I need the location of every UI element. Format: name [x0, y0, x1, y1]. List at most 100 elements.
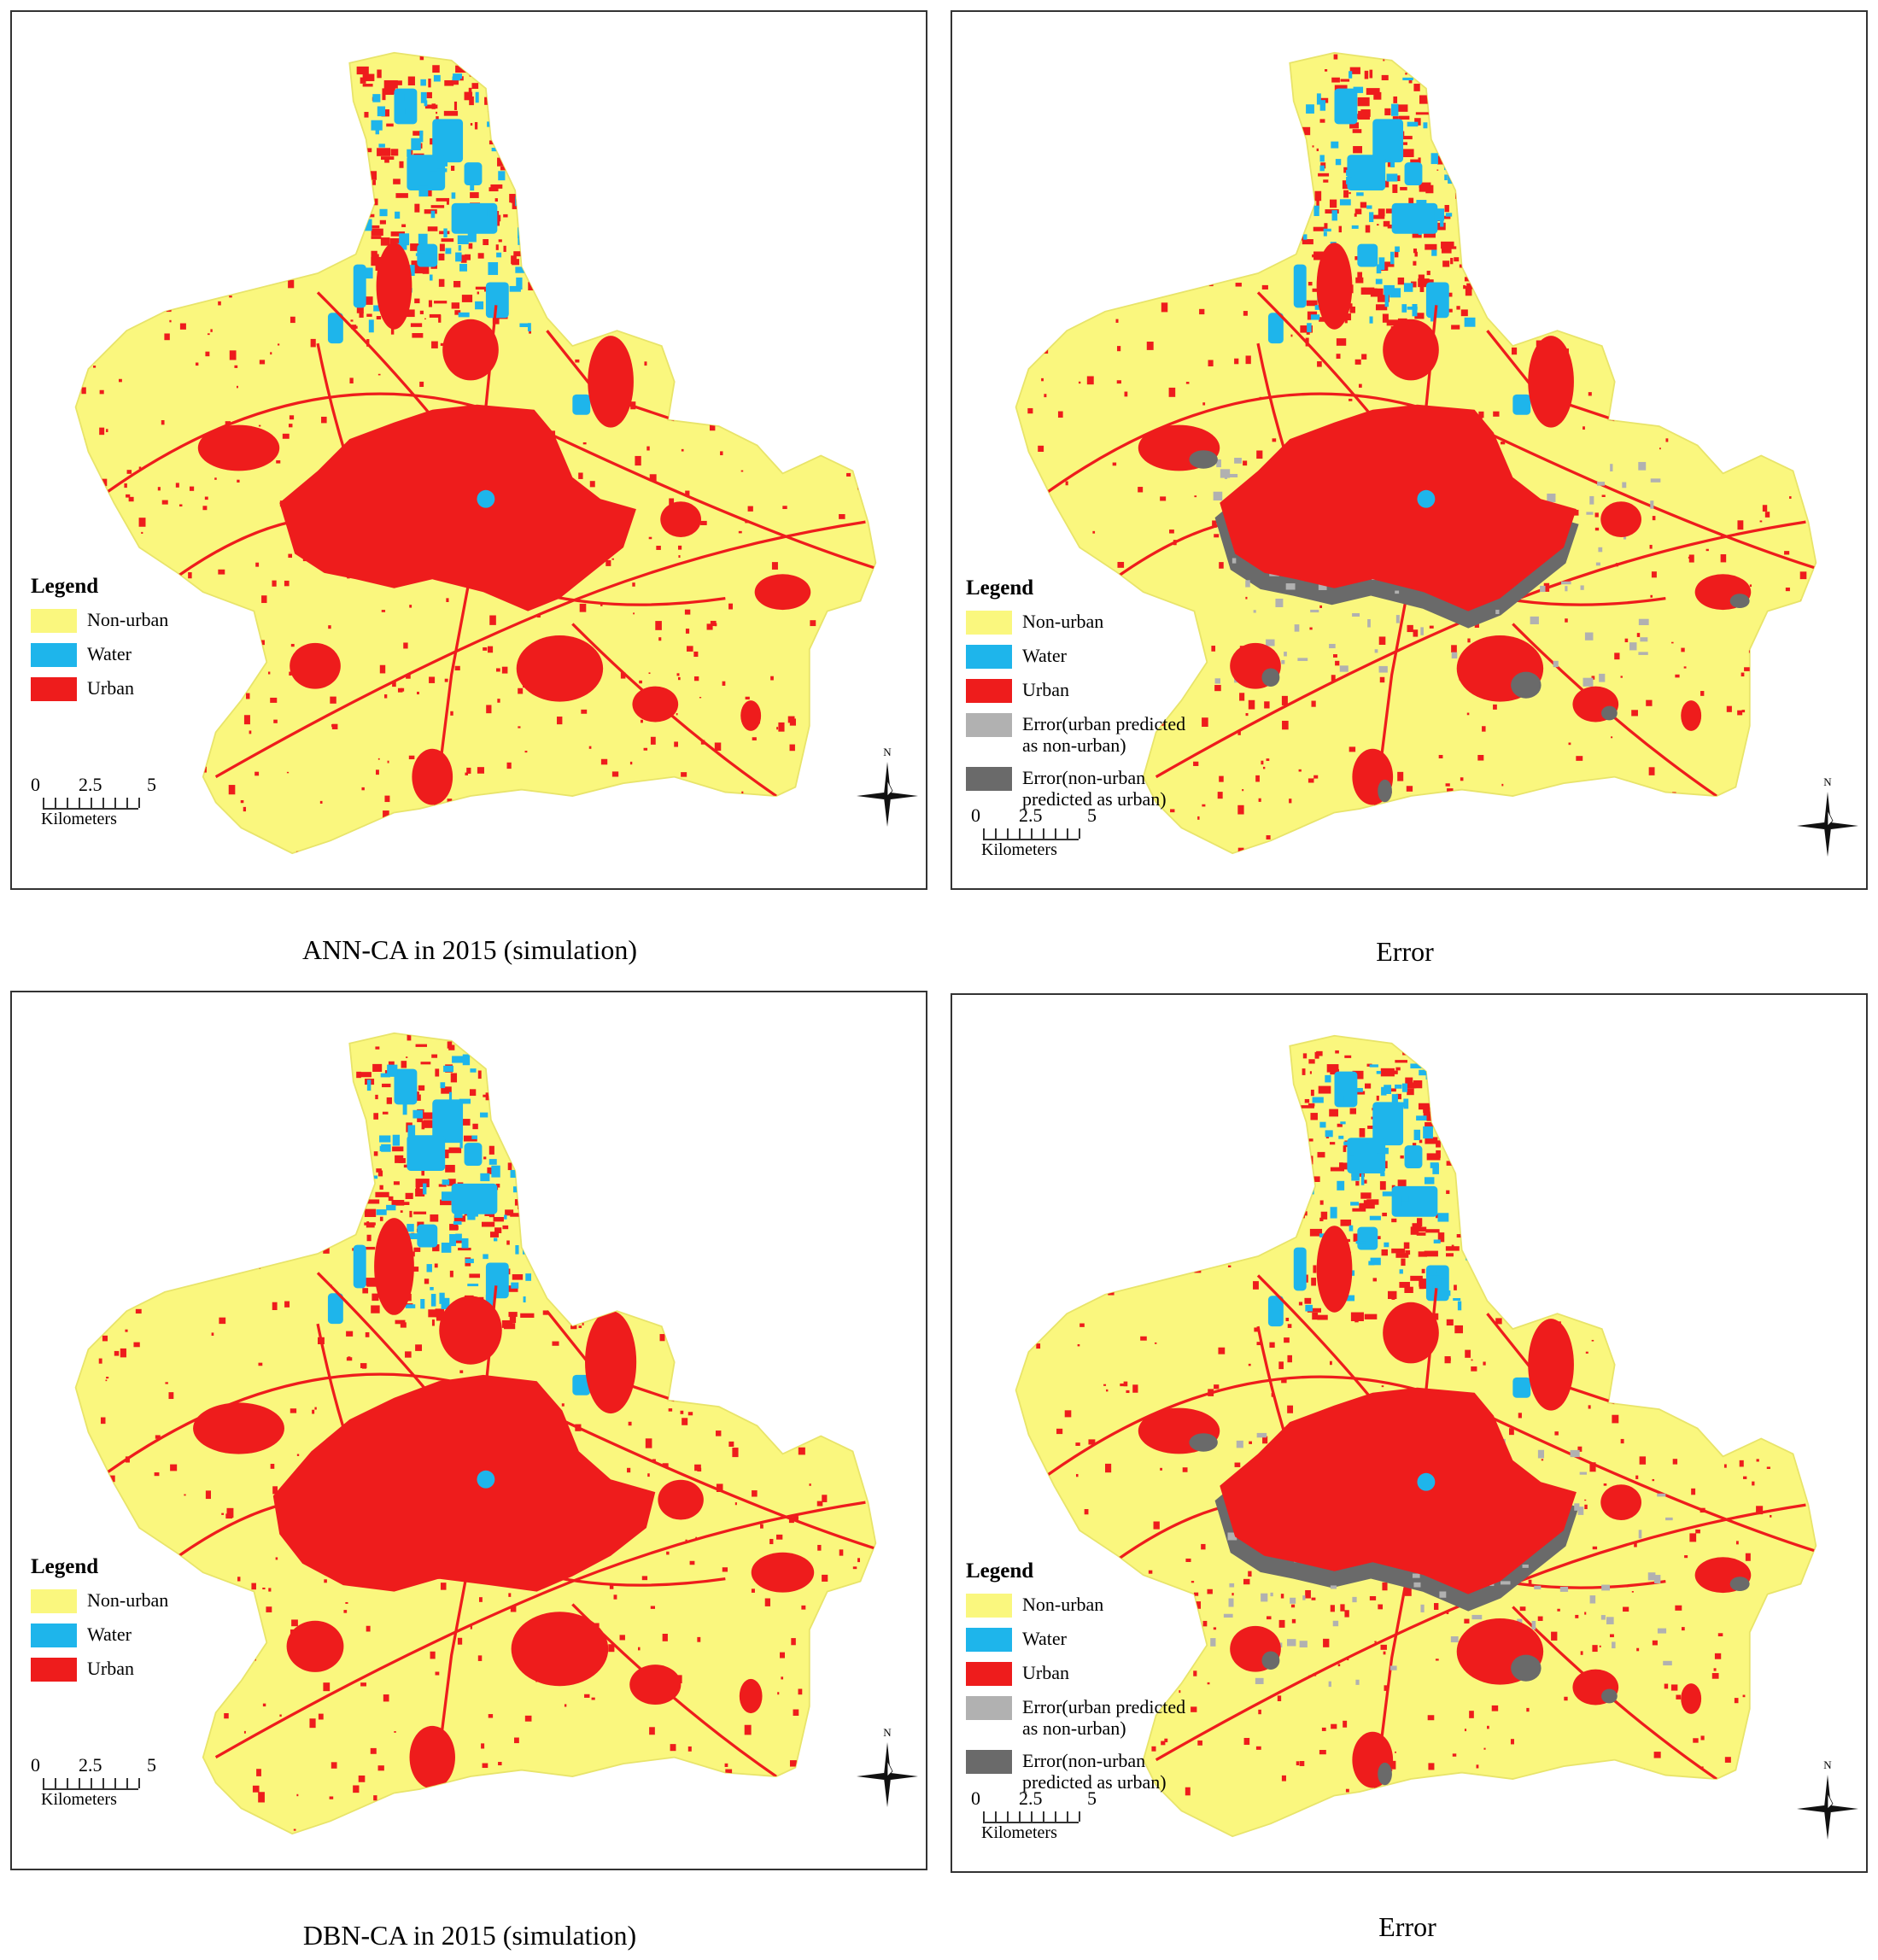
urban-patch [1483, 1747, 1486, 1750]
error-urban-as-nonurban [1629, 642, 1637, 651]
urban-patch [202, 1103, 209, 1109]
urban-patch [438, 278, 445, 287]
error-urban-as-nonurban [1577, 1507, 1584, 1515]
urban-patch [570, 1325, 577, 1330]
water-body [1399, 1269, 1403, 1274]
urban-patch [1547, 1278, 1549, 1281]
urban-patch [1248, 1363, 1251, 1366]
urban-patch [1691, 1488, 1696, 1495]
water-body [420, 79, 426, 86]
urban-patch [321, 416, 327, 424]
urban-patch [872, 442, 875, 448]
north-arrow-icon: N [857, 746, 918, 827]
urban-patch [529, 276, 538, 284]
urban-patch [109, 1475, 115, 1483]
urban-patch [1281, 1378, 1287, 1384]
water-body [500, 1104, 507, 1111]
scale-tick-label: 2.5 [1019, 804, 1043, 826]
urban-patch [331, 723, 338, 729]
urban-patch [1758, 699, 1764, 708]
urban-patch [1472, 1134, 1477, 1140]
urban-patch [565, 77, 567, 79]
urban-patch [384, 694, 388, 699]
urban-patch [1689, 1533, 1697, 1542]
urban-patch [366, 1625, 371, 1632]
urban-patch [1249, 1441, 1252, 1444]
error-urban-as-nonurban [1287, 1639, 1296, 1647]
urban-patch [796, 348, 800, 353]
urban-patch [1425, 844, 1431, 850]
urban-patch [1413, 260, 1417, 266]
water-body [1349, 71, 1353, 79]
error-urban-as-nonurban [1612, 1641, 1616, 1649]
urban-patch [1404, 1286, 1413, 1294]
urban-patch [1446, 1161, 1454, 1166]
urban-patch [366, 1234, 372, 1242]
urban-patch [412, 333, 424, 338]
water-body [1346, 1295, 1355, 1302]
urban-patch [1248, 1571, 1252, 1577]
urban-patch [141, 531, 143, 534]
urban-patch [523, 1136, 527, 1141]
water-body [1434, 208, 1445, 221]
urban-patch [879, 396, 882, 400]
urban-patch [1472, 111, 1477, 117]
urban-patch [424, 834, 431, 840]
urban-patch [1363, 1179, 1367, 1184]
urban-patch [423, 1120, 434, 1128]
urban-patch [1639, 1456, 1647, 1465]
urban-patch [1226, 1126, 1232, 1132]
urban-patch [1601, 1841, 1605, 1847]
urban-patch [617, 836, 623, 842]
urban-patch [1065, 481, 1068, 486]
urban-patch [1667, 1372, 1673, 1379]
urban-patch [498, 1060, 510, 1063]
urban-patch [1575, 1614, 1579, 1618]
urban-patch [409, 605, 412, 608]
urban-patch [1313, 775, 1319, 779]
urban-patch [682, 1322, 687, 1325]
urban-satellite [1316, 243, 1353, 330]
error-urban-as-nonurban [1285, 583, 1296, 590]
urban-patch [811, 1259, 816, 1263]
urban-patch [1400, 1155, 1404, 1159]
water-body [1370, 1257, 1381, 1266]
urban-patch [862, 451, 869, 455]
urban-patch [207, 333, 210, 336]
urban-patch [780, 1652, 785, 1659]
urban-patch [174, 655, 180, 664]
urban-patch [524, 1715, 532, 1722]
urban-patch [1778, 97, 1781, 101]
urban-patch [214, 1157, 218, 1161]
error-urban-as-nonurban [1420, 627, 1424, 635]
urban-patch [184, 1249, 192, 1255]
water-body [1432, 1163, 1439, 1174]
water-body [1423, 1126, 1433, 1139]
urban-patch [188, 1577, 193, 1583]
urban-patch [529, 331, 532, 334]
urban-patch [1349, 398, 1353, 401]
urban-patch [189, 486, 195, 491]
urban-patch [1550, 816, 1554, 820]
urban-core [279, 404, 636, 611]
water-body [1412, 303, 1418, 317]
water-body [1378, 1147, 1389, 1155]
legend-swatch [966, 611, 1012, 635]
urban-patch [598, 298, 600, 301]
urban-patch [578, 1050, 581, 1053]
error-urban-as-nonurban [1395, 590, 1400, 594]
legend-item: Error(urban predicted as non-urban) [966, 713, 1185, 757]
urban-satellite [516, 635, 604, 702]
water-body [1384, 1085, 1392, 1094]
urban-patch [171, 143, 178, 149]
urban-patch [1730, 1161, 1734, 1167]
urban-patch [1358, 383, 1362, 388]
urban-patch [219, 1317, 226, 1325]
urban-patch [856, 835, 863, 841]
urban-patch [474, 121, 478, 130]
urban-patch [693, 676, 699, 682]
urban-patch [703, 1335, 711, 1343]
urban-patch [1698, 810, 1704, 817]
urban-patch [786, 793, 793, 801]
urban-patch [1735, 347, 1740, 351]
